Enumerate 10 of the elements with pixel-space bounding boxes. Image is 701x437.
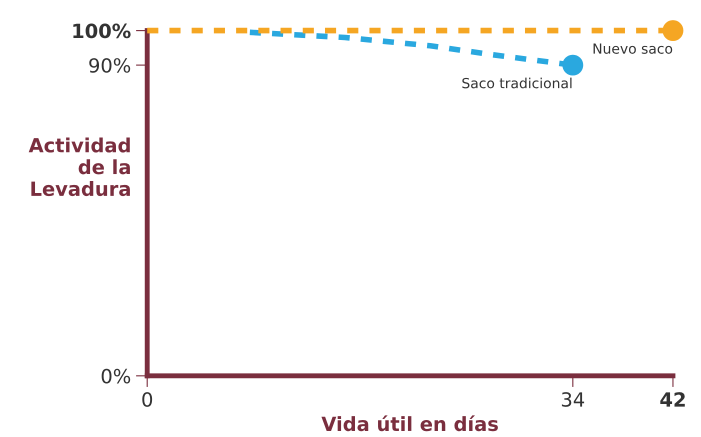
y-tick-label: 90% — [89, 58, 130, 73]
x-axis-title: Vida útil en días — [321, 415, 498, 432]
series-label: Saco tradicional — [462, 78, 572, 88]
series-label: Nuevo saco — [594, 44, 672, 54]
y-tick-label: 100% — [73, 24, 131, 38]
x-tick-label: 0 — [142, 392, 152, 407]
y-tick-label: 0% — [102, 368, 130, 384]
x-tick-label: 34 — [562, 392, 584, 407]
x-tick-label: 42 — [660, 392, 685, 407]
y-axis-title: Actividad de la Levadura — [28, 138, 130, 196]
